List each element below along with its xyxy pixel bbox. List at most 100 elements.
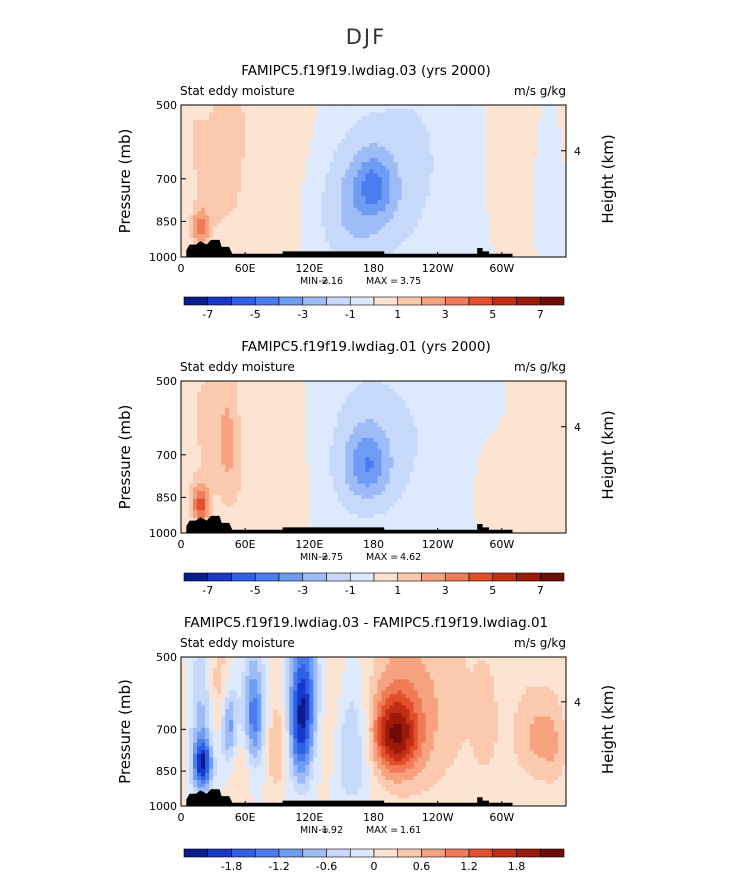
heatmap-cell <box>433 207 439 212</box>
heatmap-cell <box>325 200 330 205</box>
heatmap-cell <box>517 381 523 386</box>
heatmap-cell <box>333 169 339 174</box>
heatmap-cell <box>293 403 298 409</box>
heatmap-cell <box>217 207 222 212</box>
heatmap-cell <box>357 139 363 144</box>
heatmap-cell <box>333 116 339 121</box>
heatmap-cell <box>533 143 539 148</box>
colorbar-swatch <box>492 296 517 306</box>
heatmap-cell <box>433 245 439 250</box>
heatmap-cell <box>489 127 495 133</box>
heatmap-cell <box>209 230 214 235</box>
heatmap-cell <box>273 146 278 152</box>
heatmap-cell <box>257 200 262 205</box>
heatmap-cell <box>297 415 302 420</box>
heatmap-cell <box>445 196 451 201</box>
heatmap-cell <box>553 392 559 397</box>
heatmap-cell <box>381 230 387 235</box>
heatmap-cell <box>393 249 399 254</box>
heatmap-cell <box>237 249 242 254</box>
heatmap-cell <box>401 419 407 424</box>
heatmap-cell <box>505 162 511 167</box>
heatmap-cell <box>501 403 507 409</box>
heatmap-cell <box>441 143 447 148</box>
heatmap-cell <box>265 162 270 167</box>
heatmap-cell <box>333 143 339 148</box>
heatmap-cell <box>457 238 463 243</box>
heatmap-cell <box>193 177 198 182</box>
heatmap-cell <box>257 105 262 110</box>
heatmap-cell <box>365 139 371 144</box>
heatmap-cell <box>293 192 298 197</box>
heatmap-cell <box>181 203 186 209</box>
heatmap-cell <box>453 388 459 393</box>
heatmap-cell <box>417 200 423 205</box>
heatmap-cell <box>317 120 322 125</box>
heatmap-cell <box>181 105 186 110</box>
heatmap-cell <box>413 184 419 190</box>
heatmap-cell <box>317 381 322 386</box>
heatmap-cell <box>225 222 230 228</box>
heatmap-cell <box>329 200 334 205</box>
heatmap-cell <box>329 207 334 212</box>
heatmap-cell <box>497 411 503 416</box>
heatmap-cell <box>557 116 563 121</box>
heatmap-cell <box>289 226 294 231</box>
heatmap-cell <box>317 384 322 390</box>
heatmap-cell <box>489 219 495 224</box>
heatmap-cell <box>305 219 310 224</box>
heatmap-cell <box>433 388 439 393</box>
heatmap-cell <box>405 215 411 220</box>
heatmap-cell <box>353 226 359 231</box>
heatmap-cell <box>449 403 455 409</box>
heatmap-cell <box>549 135 555 140</box>
heatmap-cell <box>553 192 559 197</box>
heatmap-cell <box>425 146 431 152</box>
heatmap-cell <box>293 165 298 171</box>
heatmap-cell <box>561 388 567 393</box>
heatmap-cell <box>461 135 467 140</box>
heatmap-cell <box>529 211 535 216</box>
heatmap-cell <box>205 207 210 212</box>
heatmap-cell <box>433 143 439 148</box>
heatmap-cell <box>497 241 503 247</box>
heatmap-cell <box>433 384 439 390</box>
heatmap-cell <box>449 139 455 144</box>
heatmap-cell <box>537 200 543 205</box>
heatmap-cell <box>437 169 443 174</box>
heatmap-cell <box>233 396 238 401</box>
heatmap-cell <box>557 415 563 420</box>
heatmap-cell <box>201 211 206 216</box>
heatmap-cell <box>229 154 234 159</box>
heatmap-cell <box>441 173 447 178</box>
heatmap-cell <box>289 116 294 121</box>
heatmap-cell <box>265 219 270 224</box>
heatmap-cell <box>269 192 274 197</box>
heatmap-cell <box>269 120 274 125</box>
heatmap-cell <box>317 139 322 144</box>
heatmap-cell <box>481 146 487 152</box>
heatmap-cell <box>281 188 286 193</box>
heatmap-cell <box>437 200 443 205</box>
heatmap-cell <box>193 411 198 416</box>
heatmap-cell <box>449 135 455 140</box>
heatmap-cell <box>253 230 258 235</box>
heatmap-cell <box>217 381 222 386</box>
heatmap-cell <box>489 188 495 193</box>
heatmap-cell <box>369 211 375 216</box>
heatmap-cell <box>237 146 242 152</box>
heatmap-cell <box>485 407 491 412</box>
heatmap-cell <box>465 116 471 121</box>
heatmap-cell <box>297 181 302 186</box>
heatmap-cell <box>373 400 379 405</box>
heatmap-cell <box>333 105 339 110</box>
heatmap-cell <box>489 116 495 121</box>
heatmap-cell <box>461 181 467 186</box>
heatmap-cell <box>257 165 262 171</box>
heatmap-cell <box>281 241 286 247</box>
heatmap-cell <box>221 230 226 235</box>
heatmap-cell <box>417 150 423 155</box>
heatmap-cell <box>217 388 222 393</box>
heatmap-cell <box>525 415 531 420</box>
heatmap-cell <box>429 150 435 155</box>
